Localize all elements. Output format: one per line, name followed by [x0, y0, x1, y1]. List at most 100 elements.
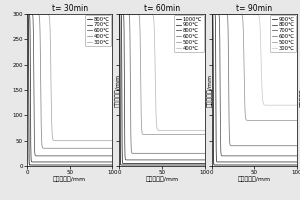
900℃: [118, 13, 121, 15]
Line: 700℃: 700℃: [212, 14, 297, 156]
300℃: [278, 104, 281, 106]
800℃: [244, 161, 248, 163]
500℃: [277, 119, 280, 122]
X-axis label: 至侧边距离/mm: 至侧边距离/mm: [238, 177, 271, 182]
800℃: [60, 164, 63, 166]
600℃: [277, 145, 280, 147]
Line: 400℃: 400℃: [119, 14, 205, 131]
900℃: [248, 164, 251, 166]
1000℃: [155, 164, 159, 166]
900℃: [244, 164, 248, 166]
700℃: [25, 13, 29, 15]
500℃: [176, 133, 180, 136]
300℃: [295, 104, 299, 106]
600℃: [244, 145, 248, 147]
Line: 300℃: 300℃: [27, 14, 113, 141]
400℃: [25, 13, 29, 15]
400℃: [118, 13, 121, 15]
Legend: 900℃, 800℃, 700℃, 600℃, 500℃, 300℃: 900℃, 800℃, 700℃, 600℃, 500℃, 300℃: [270, 15, 296, 52]
600℃: [138, 152, 142, 155]
900℃: [219, 164, 222, 166]
600℃: [176, 152, 180, 155]
900℃: [184, 162, 188, 165]
400℃: [186, 129, 189, 132]
300℃: [244, 13, 248, 15]
800℃: [295, 161, 299, 163]
400℃: [126, 13, 130, 15]
600℃: [111, 155, 114, 157]
500℃: [295, 119, 299, 122]
1000℃: [186, 164, 189, 166]
800℃: [184, 159, 188, 161]
Y-axis label: 至底边距离/mm: 至底边距离/mm: [208, 73, 213, 107]
600℃: [60, 155, 63, 157]
500℃: [244, 118, 248, 121]
1000℃: [126, 164, 130, 166]
Line: 500℃: 500℃: [119, 14, 205, 135]
600℃: [238, 145, 242, 147]
800℃: [94, 164, 97, 166]
300℃: [111, 139, 114, 142]
700℃: [277, 155, 280, 157]
400℃: [94, 147, 97, 149]
600℃: [118, 13, 121, 15]
900℃: [277, 164, 280, 166]
600℃: [94, 155, 97, 157]
800℃: [32, 164, 35, 166]
600℃: [25, 13, 29, 15]
1000℃: [176, 164, 180, 166]
600℃: [184, 152, 188, 155]
500℃: [278, 119, 282, 122]
400℃: [60, 147, 63, 149]
600℃: [92, 155, 95, 157]
300℃: [84, 139, 88, 142]
1000℃: [118, 13, 121, 15]
Line: 800℃: 800℃: [119, 14, 205, 160]
400℃: [92, 147, 95, 149]
800℃: [278, 161, 282, 163]
800℃: [218, 161, 222, 163]
300℃: [63, 139, 66, 142]
300℃: [34, 13, 38, 15]
1000℃: [152, 164, 156, 166]
800℃: [34, 164, 38, 166]
400℃: [171, 129, 175, 132]
600℃: [248, 145, 251, 147]
Line: 600℃: 600℃: [212, 14, 297, 146]
400℃: [176, 129, 180, 132]
600℃: [34, 155, 38, 157]
700℃: [60, 161, 63, 163]
500℃: [152, 133, 156, 136]
800℃: [210, 13, 213, 15]
500℃: [186, 133, 189, 136]
300℃: [25, 13, 29, 15]
700℃: [92, 161, 95, 163]
600℃: [278, 145, 282, 147]
500℃: [126, 13, 130, 15]
900℃: [125, 162, 129, 165]
800℃: [118, 13, 121, 15]
500℃: [203, 133, 206, 136]
700℃: [244, 155, 248, 157]
400℃: [152, 19, 156, 22]
800℃: [92, 164, 95, 166]
400℃: [111, 147, 114, 149]
Line: 1000℃: 1000℃: [119, 14, 205, 165]
600℃: [186, 152, 189, 155]
400℃: [203, 129, 206, 132]
900℃: [176, 162, 180, 165]
500℃: [248, 119, 251, 122]
800℃: [268, 161, 272, 163]
400℃: [155, 126, 159, 129]
600℃: [210, 13, 213, 15]
600℃: [42, 155, 45, 157]
400℃: [184, 129, 188, 132]
700℃: [268, 155, 272, 157]
500℃: [184, 133, 188, 136]
600℃: [218, 13, 222, 15]
700℃: [94, 161, 97, 163]
Line: 600℃: 600℃: [27, 14, 113, 156]
400℃: [84, 147, 88, 149]
300℃: [276, 104, 280, 106]
700℃: [248, 155, 251, 157]
